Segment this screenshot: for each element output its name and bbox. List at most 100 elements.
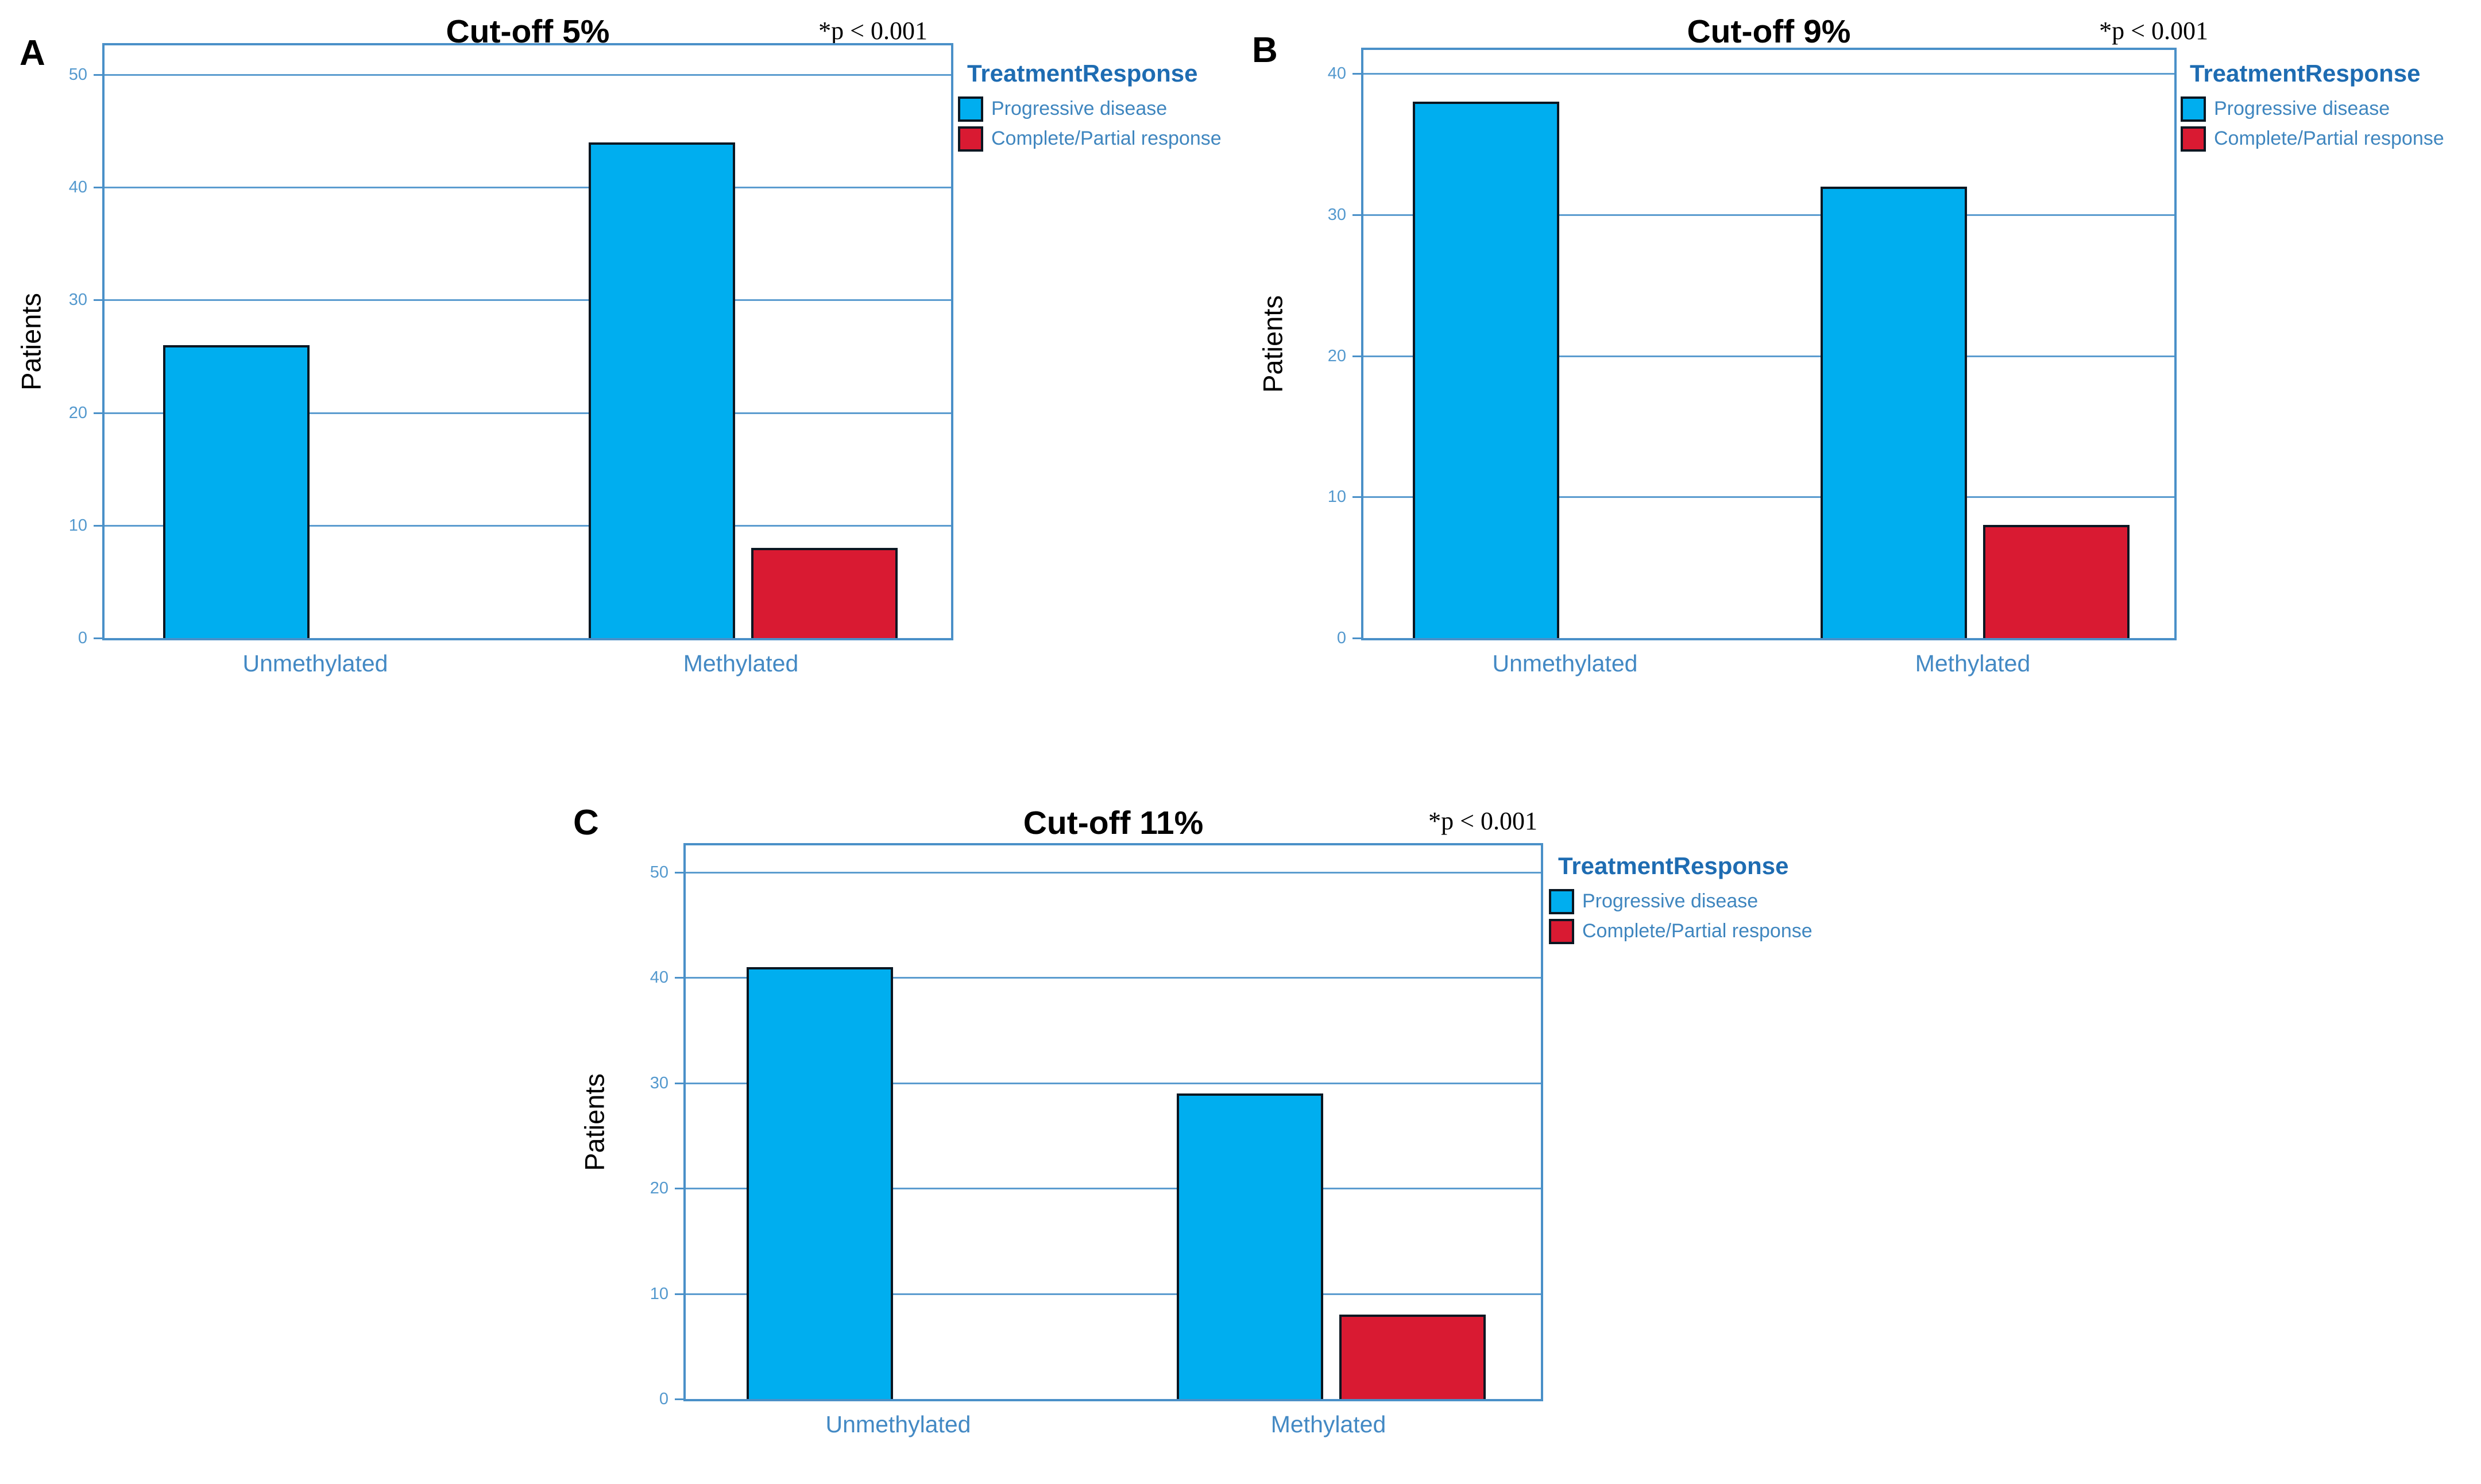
legend-item-progressive-disease: Progressive disease [958, 96, 1222, 122]
legend-swatch-progressive-disease [958, 96, 983, 122]
legend-swatch-complete-partial-response [958, 126, 983, 152]
x-axis-label-unmethylated: Unmethylated [1492, 650, 1638, 677]
gridline-30 [105, 299, 951, 301]
gridline-10 [686, 1293, 1541, 1295]
category-group-unmethylated [1363, 50, 1771, 638]
y-axis-title: Patients [1257, 295, 1288, 393]
legend-swatch-complete-partial-response [2181, 126, 2206, 152]
bar-progressive-disease-methylated [1821, 187, 1967, 638]
y-tick-label-10: 10 [650, 1285, 668, 1303]
x-axis-label-unmethylated: Unmethylated [825, 1411, 971, 1437]
y-tick-mark-50 [94, 74, 102, 76]
y-tick-label-20: 20 [650, 1179, 668, 1197]
gridline-10 [105, 525, 951, 527]
category-group-methylated [530, 45, 956, 638]
gridline-40 [1363, 73, 2174, 75]
y-tick-label-40: 40 [650, 968, 668, 987]
legend-item-label: Complete/Partial response [1582, 920, 1813, 942]
y-axis-title: Patients [579, 1073, 610, 1171]
y-tick-mark-40 [1352, 73, 1361, 75]
y-tick-mark-30 [94, 299, 102, 301]
y-tick-label-0: 0 [659, 1390, 668, 1408]
y-tick-label-10: 10 [1327, 488, 1346, 506]
y-tick-mark-0 [94, 637, 102, 639]
legend-title: TreatmentResponse [967, 60, 1198, 87]
panel-title: Cut-off 9% [1687, 13, 1851, 50]
y-tick-mark-10 [675, 1293, 683, 1295]
bar-progressive-disease-unmethylated [746, 967, 893, 1399]
panel-c: C Cut-off 11% *p < 0.001 0 10 20 30 40 50 Patient… [567, 799, 1907, 1484]
y-tick-mark-40 [675, 977, 683, 979]
category-group-methylated [1116, 845, 1546, 1399]
category-group-methylated [1771, 50, 2179, 638]
legend-item-label: Progressive disease [1582, 890, 1759, 913]
y-tick-label-30: 30 [650, 1074, 668, 1092]
y-tick-mark-50 [675, 872, 683, 874]
legend: TreatmentResponse Progressive disease Comp… [958, 60, 1222, 156]
panel-title: Cut-off 11% [1023, 805, 1204, 841]
legend-title: TreatmentResponse [2190, 60, 2421, 87]
y-tick-label-40: 40 [1327, 64, 1346, 83]
y-tick-mark-30 [1352, 214, 1361, 216]
gridline-40 [105, 187, 951, 188]
bar-complete-partial-response-methylated [1339, 1315, 1486, 1399]
y-tick-label-50: 50 [650, 863, 668, 882]
p-value-annotation: *p < 0.001 [1428, 807, 1537, 835]
y-tick-mark-30 [675, 1083, 683, 1084]
gridline-20 [686, 1188, 1541, 1189]
gridline-20 [105, 412, 951, 414]
legend-swatch-progressive-disease [1549, 889, 1574, 914]
x-axis-label-methylated: Methylated [1270, 1411, 1386, 1437]
gridline-30 [1363, 214, 2174, 216]
gridline-30 [686, 1083, 1541, 1084]
y-tick-mark-0 [675, 1398, 683, 1400]
legend-item-label: Progressive disease [991, 98, 1168, 120]
legend-swatch-complete-partial-response [1549, 919, 1574, 944]
bar-progressive-disease-unmethylated [163, 345, 310, 638]
panel-a: A Cut-off 5% *p < 0.001 0 10 20 30 40 50 Patients… [16, 13, 1240, 710]
legend-item-complete-partial-response: Complete/Partial response [2181, 126, 2444, 152]
legend-title: TreatmentResponse [1558, 852, 1789, 879]
panel-letter-a: A [20, 33, 45, 73]
bar-complete-partial-response-methylated [1983, 525, 2130, 638]
gridline-50 [105, 74, 951, 76]
legend-item-progressive-disease: Progressive disease [1549, 889, 1813, 914]
y-tick-mark-20 [94, 412, 102, 414]
y-tick-label-50: 50 [68, 65, 87, 84]
y-tick-mark-0 [1352, 637, 1361, 639]
x-axis-label-methylated: Methylated [1915, 650, 2031, 677]
panel-letter-b: B [1252, 30, 1278, 70]
gridline-20 [1363, 355, 2174, 357]
y-axis-title: Patients [16, 293, 47, 391]
y-tick-label-0: 0 [1336, 629, 1346, 647]
plot-area [102, 43, 953, 640]
y-tick-label-20: 20 [68, 404, 87, 422]
bar-progressive-disease-methylated [1176, 1093, 1323, 1399]
legend-item-complete-partial-response: Complete/Partial response [958, 126, 1222, 152]
y-tick-label-40: 40 [68, 178, 87, 196]
panel-b: B Cut-off 9% *p < 0.001 0 10 20 30 40 Patients Un… [1252, 13, 2481, 710]
y-tick-label-30: 30 [1327, 206, 1346, 224]
gridline-10 [1363, 496, 2174, 498]
y-tick-mark-40 [94, 187, 102, 188]
y-tick-label-30: 30 [68, 291, 87, 309]
panel-letter-c: C [573, 803, 599, 843]
plot-area [1361, 48, 2177, 640]
y-tick-label-0: 0 [78, 629, 87, 647]
p-value-annotation: *p < 0.001 [818, 17, 928, 45]
category-group-unmethylated [105, 45, 530, 638]
bar-complete-partial-response-methylated [751, 548, 898, 638]
y-tick-mark-20 [1352, 355, 1361, 357]
legend-item-label: Complete/Partial response [2214, 127, 2444, 150]
plot-area [683, 843, 1543, 1401]
category-group-unmethylated [686, 845, 1116, 1399]
bar-progressive-disease-unmethylated [1413, 102, 1559, 638]
y-tick-mark-20 [675, 1188, 683, 1189]
x-axis-label-methylated: Methylated [683, 650, 799, 677]
y-tick-mark-10 [1352, 496, 1361, 498]
legend-item-label: Complete/Partial response [991, 127, 1222, 150]
y-tick-mark-10 [94, 525, 102, 527]
legend-item-progressive-disease: Progressive disease [2181, 96, 2444, 122]
y-tick-label-10: 10 [68, 516, 87, 535]
